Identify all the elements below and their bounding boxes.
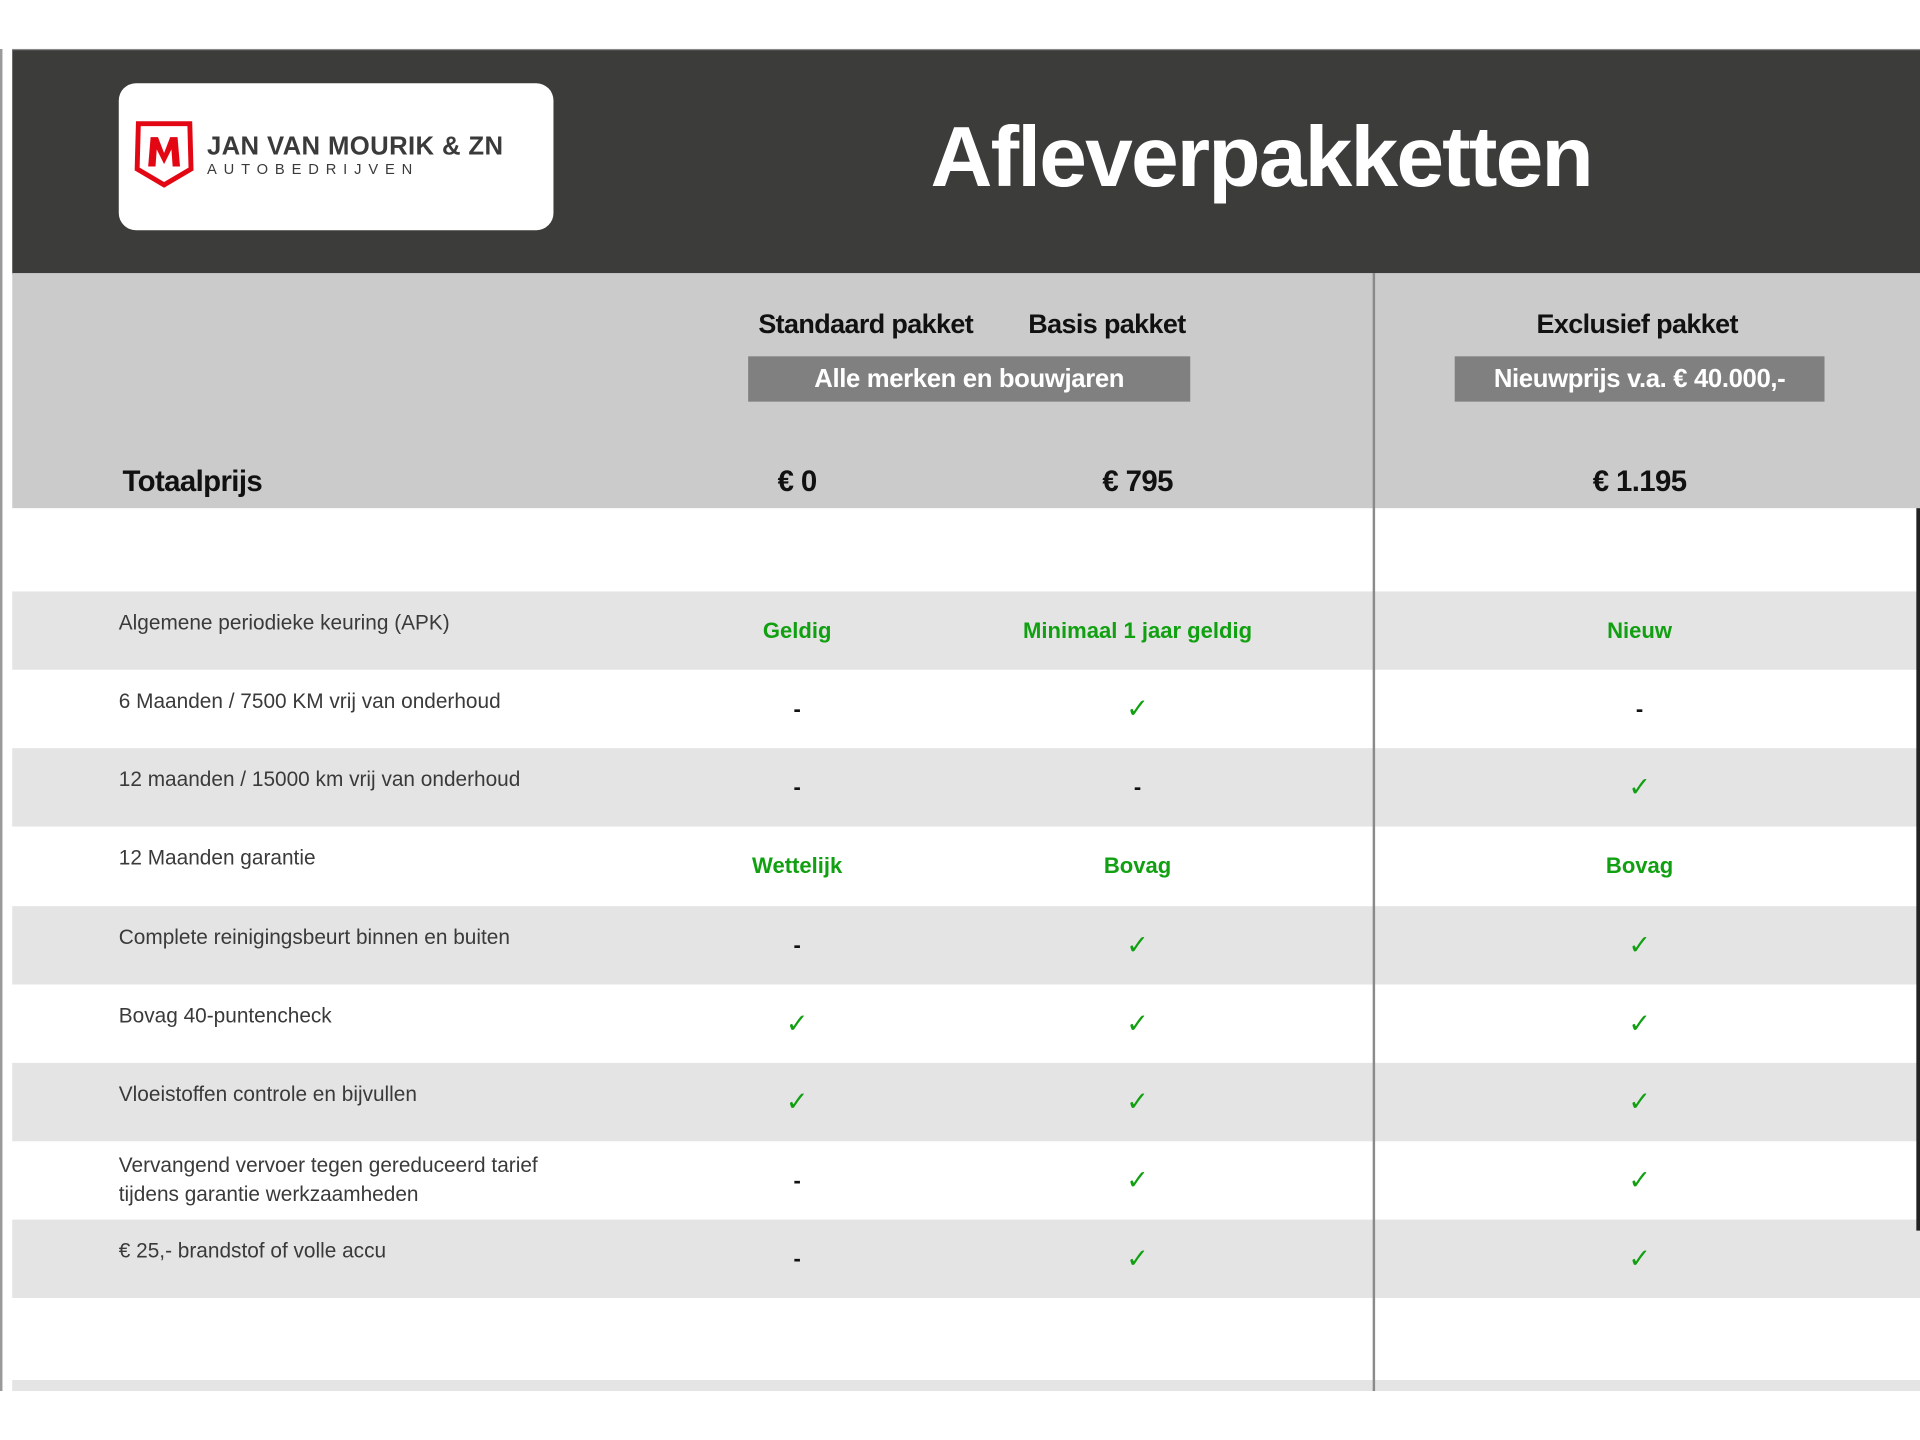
company-subtitle: AUTOBEDRIJVEN [206, 160, 420, 178]
checkmark-icon: ✓ [1628, 1086, 1651, 1117]
group-label-all-brands: Alle merken en bouwjaren [748, 356, 1191, 402]
column-divider [1372, 273, 1376, 1392]
checkmark-icon: ✓ [1628, 1007, 1651, 1039]
value-text: Bovag [1605, 853, 1674, 878]
feature-label: Vloeistoffen controle en bijvullen [118, 1082, 417, 1106]
checkmark-icon: ✓ [1628, 929, 1651, 961]
checkmark-icon: ✓ [1126, 929, 1149, 961]
table-row: 12 maanden / 15000 km vrij van onderhoud… [12, 748, 1920, 827]
value-text: Geldig [762, 618, 832, 643]
price-standaard: € 0 [777, 465, 818, 499]
frame-border-right [1916, 508, 1920, 1231]
table-row: Algemene periodieke keuring (APK) Geldig M… [12, 591, 1920, 670]
table-row: Vloeistoffen controle en bijvullen ✓ ✓ ✓ [12, 1062, 1920, 1142]
dash-not-included: - [793, 775, 801, 800]
feature-label: € 25,- brandstof of volle accu [118, 1239, 387, 1263]
checkmark-icon: ✓ [1126, 1086, 1149, 1117]
checkmark-icon: ✓ [1126, 693, 1149, 724]
package-exclusief-name: Exclusief pakket [1536, 308, 1738, 340]
feature-label: 12 Maanden garantie [118, 846, 316, 870]
value-text: Wettelijk [752, 853, 843, 878]
checkmark-icon: ✓ [785, 1007, 809, 1039]
package-standaard-name: Standaard pakket [758, 308, 974, 340]
checkmark-icon: ✓ [1126, 1164, 1149, 1196]
shield-m-logo-icon [134, 121, 194, 188]
feature-label: Complete reinigingsbeurt binnen en buite… [118, 925, 510, 949]
dash-not-included: - [793, 1246, 801, 1272]
total-price-label: Totaalprijs [122, 465, 263, 499]
dash-not-included: - [793, 696, 801, 722]
checkmark-icon: ✓ [1628, 1164, 1651, 1196]
checkmark-icon: ✓ [785, 1086, 809, 1117]
table-row: Bovag 40-puntencheck ✓ ✓ ✓ [12, 984, 1920, 1062]
company-logo: JAN VAN MOURIK & ZN AUTOBEDRIJVEN [118, 83, 554, 231]
dash-not-included: - [1133, 775, 1142, 800]
frame-border [0, 48, 3, 1392]
checkmark-icon: ✓ [1628, 771, 1651, 803]
price-exclusief: € 1.195 [1592, 465, 1687, 499]
table-row: € 25,- brandstof of volle accu - ✓ ✓ [12, 1219, 1920, 1298]
page-title: Afleverpakketten [930, 108, 1594, 205]
checkmark-icon: ✓ [1628, 1242, 1651, 1274]
company-name: JAN VAN MOURIK & ZN [206, 132, 504, 161]
table-row: 12 Maanden garantie Wettelijk Bovag Bovag [12, 827, 1920, 905]
feature-label: 12 maanden / 15000 km vrij van onderhoud [118, 767, 521, 792]
feature-label: Bovag 40-puntencheck [118, 1004, 332, 1028]
dash-not-included: - [1635, 696, 1644, 722]
dash-not-included: - [793, 1168, 801, 1193]
group-label-new-price: Nieuwprijs v.a. € 40.000,- [1454, 356, 1825, 402]
table-row: Vervangend vervoer tegen gereduceerd tar… [12, 1141, 1920, 1219]
dash-not-included: - [793, 933, 801, 958]
value-text: Nieuw [1607, 618, 1673, 643]
price-basis: € 795 [1102, 465, 1173, 499]
feature-label-line: Vervangend vervoer tegen gereduceerd tar… [118, 1153, 538, 1177]
table-footer-strip [12, 1380, 1920, 1392]
feature-label: 6 Maanden / 7500 KM vrij van onderhoud [118, 689, 501, 713]
feature-label-line: tijdens garantie werkzaamheden [118, 1182, 419, 1207]
feature-label: Vervangend vervoer tegen gereduceerd tar… [119, 1151, 538, 1210]
feature-label: Algemene periodieke keuring (APK) [118, 611, 450, 635]
table-row: Complete reinigingsbeurt binnen en buite… [12, 906, 1920, 985]
checkmark-icon: ✓ [1126, 1007, 1149, 1039]
table-row: 6 Maanden / 7500 KM vrij van onderhoud - ✓… [12, 670, 1920, 748]
package-basis-name: Basis pakket [1028, 308, 1186, 340]
value-text: Bovag [1103, 853, 1172, 878]
checkmark-icon: ✓ [1126, 1242, 1149, 1274]
value-text: Minimaal 1 jaar geldig [1023, 618, 1253, 643]
